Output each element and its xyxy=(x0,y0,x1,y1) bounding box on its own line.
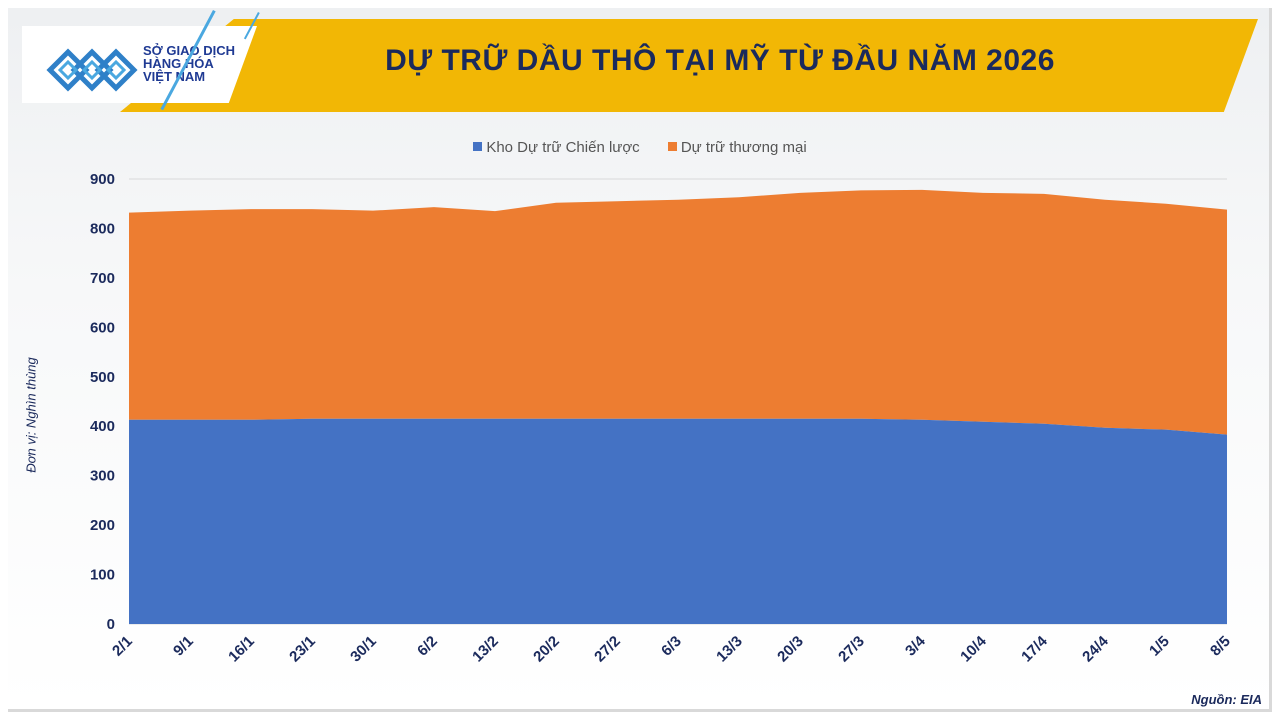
y-tick-label: 400 xyxy=(90,418,115,435)
x-tick-label: 30/1 xyxy=(347,633,380,666)
y-tick-label: 500 xyxy=(90,369,115,386)
x-tick-label: 10/4 xyxy=(957,632,990,665)
title-banner xyxy=(120,19,1258,112)
x-tick-label: 20/2 xyxy=(530,633,563,666)
logo-line: VIỆT NAM xyxy=(143,69,206,84)
area-commercial xyxy=(129,189,1227,435)
legend-label: Kho Dự trữ Chiến lược xyxy=(486,139,640,156)
x-tick-label: 20/3 xyxy=(774,633,807,666)
legend-item-commercial: Dự trữ thương mại xyxy=(667,139,807,156)
x-tick-label: 6/2 xyxy=(414,633,441,660)
x-tick-label: 8/5 xyxy=(1207,633,1234,660)
x-tick-label: 27/3 xyxy=(835,633,868,666)
x-tick-label: 24/4 xyxy=(1079,632,1112,665)
x-tick-label: 13/3 xyxy=(713,633,746,666)
y-tick-label: 600 xyxy=(90,319,115,336)
area-strategic xyxy=(129,418,1227,624)
legend-swatch-strategic xyxy=(473,142,483,151)
y-tick-label: 900 xyxy=(90,171,115,188)
y-tick-label: 0 xyxy=(107,616,115,633)
x-tick-label: 23/1 xyxy=(286,633,319,666)
x-tick-label: 13/2 xyxy=(469,633,502,666)
x-tick-label: 16/1 xyxy=(225,633,258,666)
logo-line: SỞ GIAO DỊCH xyxy=(143,43,235,58)
logo-text: SỞ GIAO DỊCH HÀNG HÓA VIỆT NAM xyxy=(143,44,253,83)
logo-line: HÀNG HÓA xyxy=(143,56,214,71)
x-tick-label: 9/1 xyxy=(170,633,197,660)
logo-box xyxy=(22,26,257,103)
y-tick-label: 100 xyxy=(90,567,115,584)
y-tick-label: 300 xyxy=(90,468,115,485)
chart-title: DỰ TRỮ DẦU THÔ TẠI MỸ TỪ ĐẦU NĂM 2026 xyxy=(385,44,1055,77)
y-tick-label: 200 xyxy=(90,517,115,534)
source-note: Nguồn: EIA xyxy=(1191,692,1262,707)
x-tick-label: 3/4 xyxy=(902,632,929,659)
y-tick-label: 700 xyxy=(90,270,115,287)
x-tick-label: 1/5 xyxy=(1146,633,1173,660)
chart-legend: Kho Dự trữ Chiến lược Dự trữ thương mại xyxy=(0,139,1280,156)
x-tick-label: 27/2 xyxy=(591,633,624,666)
legend-label: Dự trữ thương mại xyxy=(680,139,807,156)
x-tick-label: 2/1 xyxy=(109,633,136,660)
x-tick-label: 6/3 xyxy=(658,633,685,660)
x-tick-label: 17/4 xyxy=(1018,632,1051,665)
logo-icon xyxy=(46,48,138,92)
y-tick-label: 800 xyxy=(90,220,115,237)
legend-item-strategic: Kho Dự trữ Chiến lược xyxy=(473,139,640,156)
legend-swatch-commercial xyxy=(667,142,677,151)
